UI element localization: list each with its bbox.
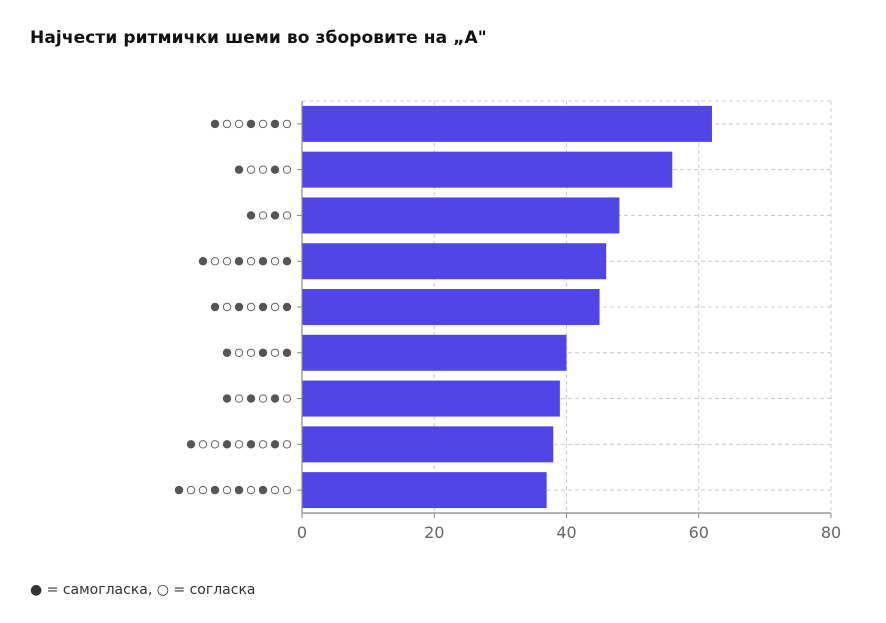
filled-dot-icon xyxy=(234,257,244,266)
bar-chart: 0 20 40 60 80 xyxy=(174,100,841,542)
filled-dot-icon xyxy=(246,440,256,449)
filled-dot-icon xyxy=(234,165,244,174)
filled-dot-icon xyxy=(234,302,244,312)
filled-dot-icon xyxy=(270,165,280,174)
x-tick-label: 0 xyxy=(297,523,307,542)
filled-dot-icon xyxy=(258,485,268,495)
filled-dot-icon xyxy=(174,485,184,495)
filled-dot-icon xyxy=(258,257,268,266)
filled-dot-icon xyxy=(210,119,220,129)
bar xyxy=(302,243,607,280)
hollow-dot-icon xyxy=(210,257,220,266)
filled-dot-icon xyxy=(246,211,256,220)
filled-dot-icon xyxy=(258,348,268,357)
hollow-dot-icon xyxy=(210,440,220,449)
hollow-dot-icon xyxy=(234,394,244,403)
filled-dot-icon xyxy=(210,302,220,312)
filled-dot-icon xyxy=(270,440,280,449)
x-tick-label: 80 xyxy=(821,523,841,542)
bar xyxy=(302,426,554,463)
bar xyxy=(302,334,567,371)
category-label xyxy=(210,302,292,312)
category-label xyxy=(234,165,292,174)
hollow-dot-icon xyxy=(186,485,196,495)
category-labels xyxy=(174,119,292,495)
hollow-dot-icon xyxy=(270,485,280,495)
filled-dot-icon xyxy=(234,485,244,495)
filled-dot-icon xyxy=(198,257,208,266)
bar xyxy=(302,380,560,417)
hollow-dot-icon xyxy=(198,440,208,449)
chart-title: Најчести ритмички шеми во зборовите на „… xyxy=(30,28,487,48)
filled-dot-icon xyxy=(222,348,232,357)
filled-dot-icon xyxy=(222,440,232,449)
hollow-dot-icon xyxy=(258,440,268,449)
filled-dot-icon xyxy=(282,302,292,312)
filled-dot-icon xyxy=(246,119,256,129)
hollow-dot-icon xyxy=(222,302,232,312)
filled-dot-icon xyxy=(186,440,196,449)
x-tick-label: 60 xyxy=(689,523,709,542)
hollow-dot-icon xyxy=(246,165,256,174)
category-label xyxy=(198,257,292,266)
bar xyxy=(302,105,712,142)
hollow-dot-icon xyxy=(246,485,256,495)
hollow-dot-icon xyxy=(222,257,232,266)
bar xyxy=(302,197,620,234)
hollow-dot-icon xyxy=(246,348,256,357)
hollow-dot-icon xyxy=(282,394,292,403)
hollow-dot-icon xyxy=(222,119,232,129)
hollow-dot-icon xyxy=(234,348,244,357)
category-label xyxy=(246,211,292,220)
filled-dot-icon xyxy=(282,348,292,357)
category-label xyxy=(222,394,292,403)
hollow-dot-icon xyxy=(222,485,232,495)
bars xyxy=(302,105,712,509)
hollow-dot-icon xyxy=(234,119,244,129)
hollow-dot-icon xyxy=(258,394,268,403)
filled-dot-icon xyxy=(222,394,232,403)
category-label xyxy=(222,348,292,357)
hollow-dot-icon xyxy=(270,302,280,312)
hollow-dot-icon xyxy=(282,211,292,220)
category-label xyxy=(174,485,292,495)
filled-dot-icon xyxy=(282,257,292,266)
category-label xyxy=(186,440,292,449)
filled-dot-icon xyxy=(246,394,256,403)
hollow-dot-icon xyxy=(246,302,256,312)
hollow-dot-icon xyxy=(258,119,268,129)
hollow-dot-icon xyxy=(282,119,292,129)
filled-dot-icon xyxy=(210,485,220,495)
filled-dot-icon xyxy=(270,394,280,403)
category-label xyxy=(210,119,292,129)
hollow-dot-icon xyxy=(270,348,280,357)
hollow-dot-icon xyxy=(282,165,292,174)
hollow-dot-icon xyxy=(198,485,208,495)
hollow-dot-icon xyxy=(282,485,292,495)
hollow-dot-icon xyxy=(246,257,256,266)
x-tick-label: 20 xyxy=(424,523,444,542)
bar xyxy=(302,472,547,509)
axes xyxy=(297,101,832,518)
filled-dot-icon xyxy=(270,211,280,220)
filled-dot-icon xyxy=(258,302,268,312)
bar xyxy=(302,289,600,325)
hollow-dot-icon xyxy=(270,257,280,266)
bar xyxy=(302,151,673,188)
hollow-dot-icon xyxy=(234,440,244,449)
hollow-dot-icon xyxy=(282,440,292,449)
x-tick-labels: 0 20 40 60 80 xyxy=(297,523,841,542)
hollow-dot-icon xyxy=(258,211,268,220)
x-tick-label: 40 xyxy=(556,523,576,542)
legend-note: ● = самогласка, ○ = согласка xyxy=(30,582,256,598)
filled-dot-icon xyxy=(270,119,280,129)
hollow-dot-icon xyxy=(258,165,268,174)
